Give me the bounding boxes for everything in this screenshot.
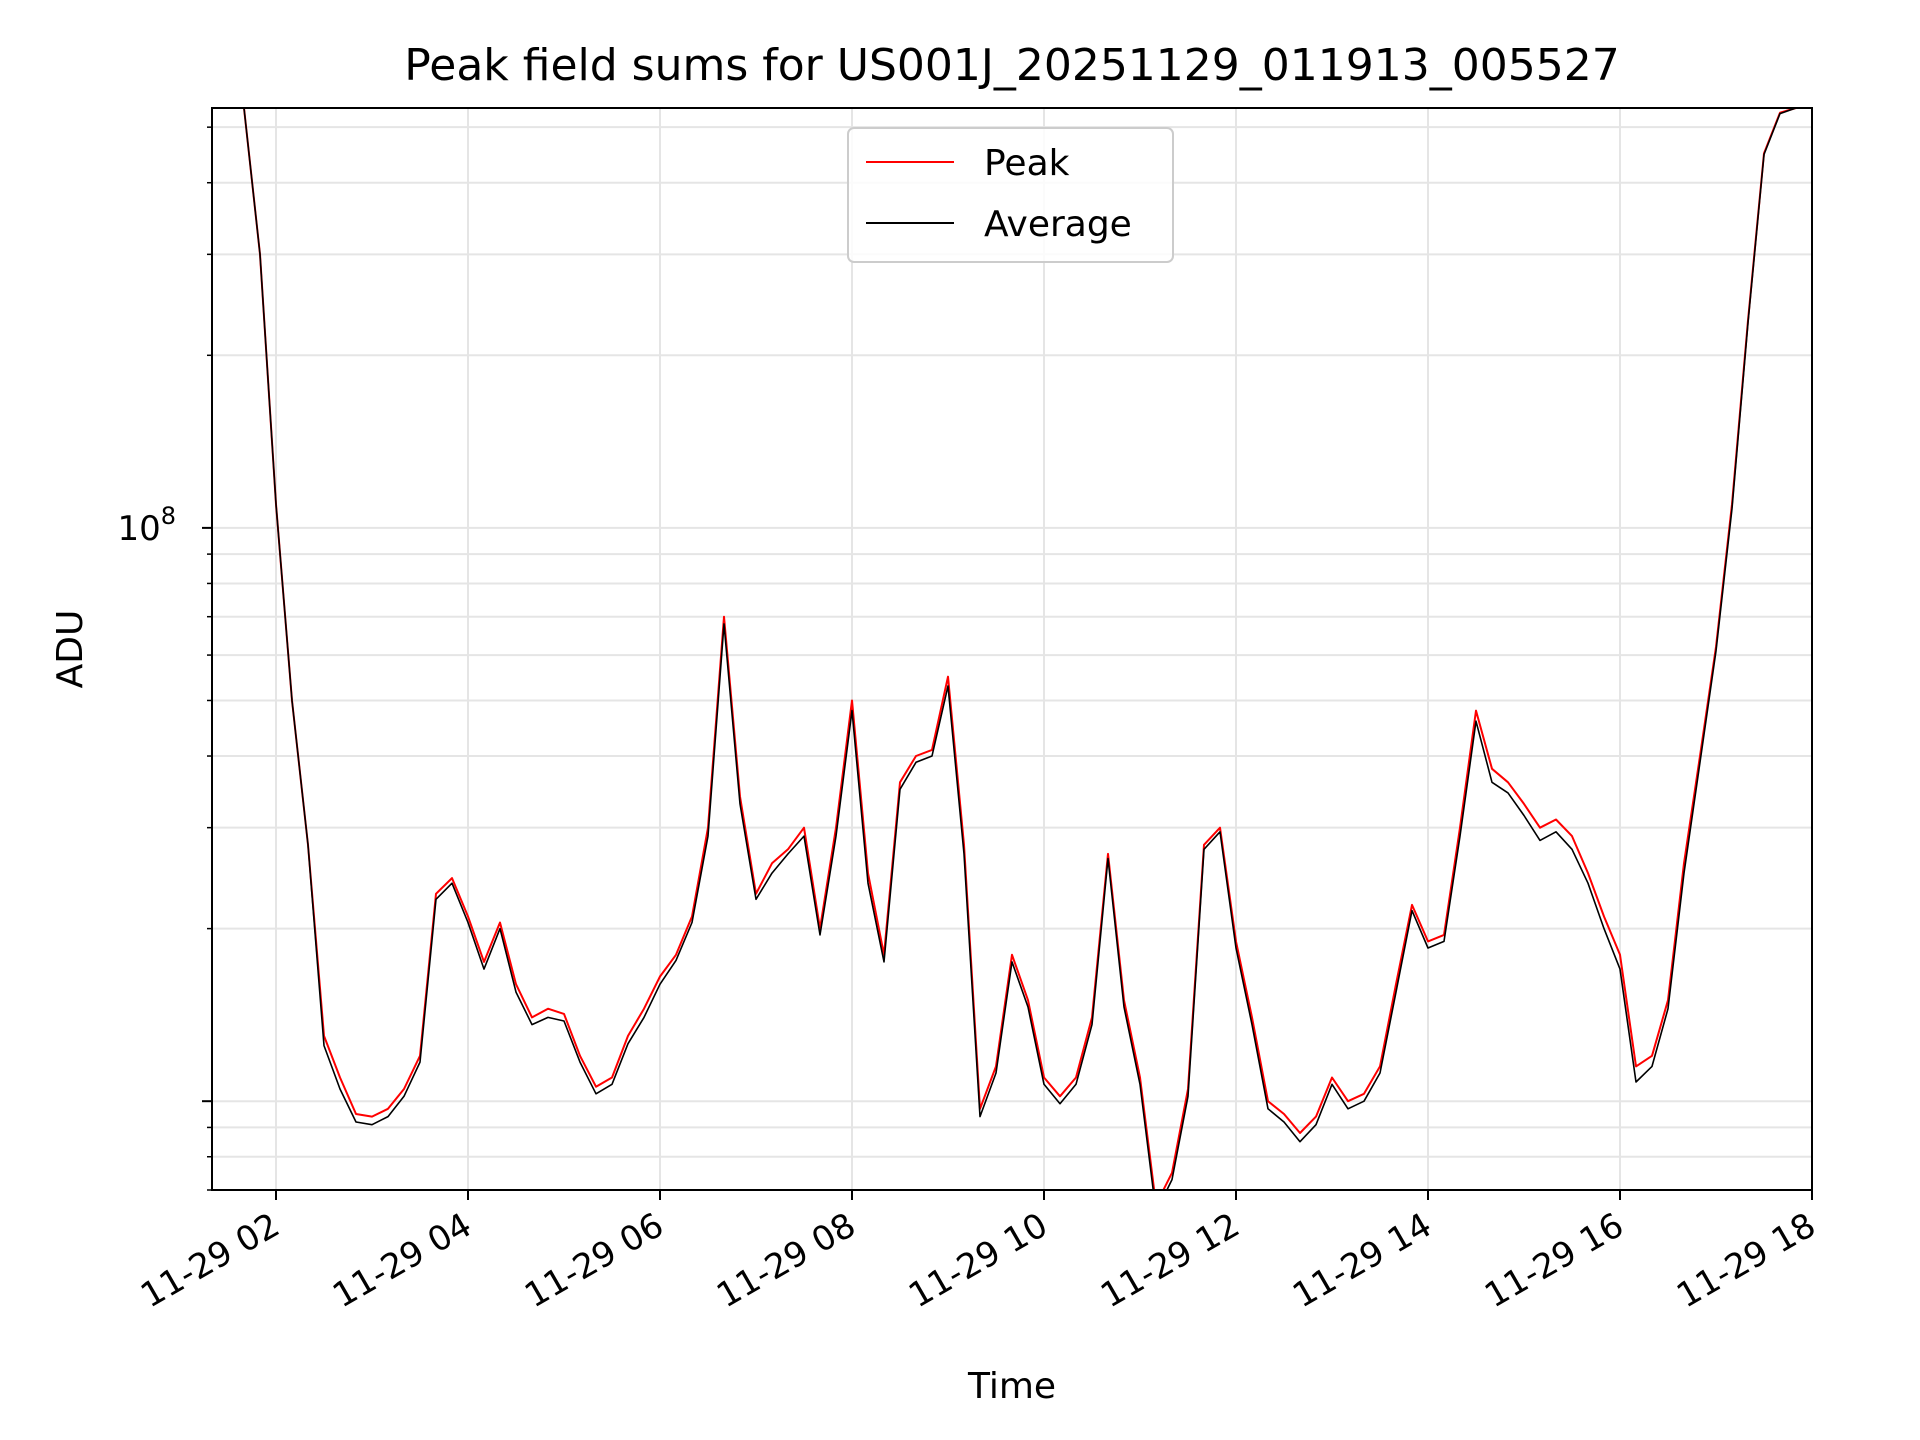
y-tick-label: 108: [117, 502, 176, 549]
legend: Peak Average: [847, 127, 1174, 263]
plot-frame: [211, 107, 1813, 1191]
y-axis: 108: [117, 126, 212, 1191]
legend-label-average: Average: [984, 204, 1132, 245]
y-axis-label: ADU: [50, 610, 91, 689]
chart-title: Peak field sums for US001J_20251129_0119…: [404, 40, 1619, 91]
series-line-average: [212, 108, 1812, 1190]
series-layer: [212, 108, 1812, 1190]
series-line-peak: [212, 108, 1812, 1190]
legend-label-peak: Peak: [984, 143, 1070, 184]
x-axis-label: Time: [967, 1366, 1056, 1407]
